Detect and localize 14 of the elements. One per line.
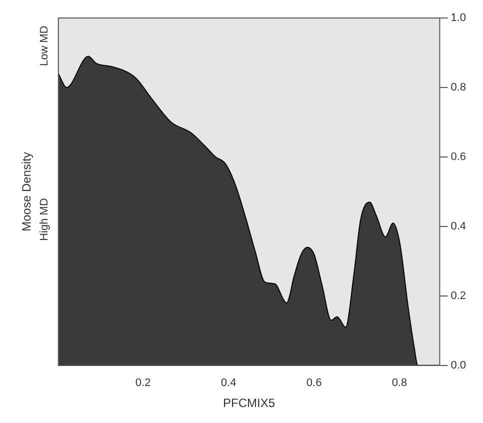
- text: High MD: [38, 198, 50, 241]
- y-tick-label: 0.6: [450, 150, 466, 163]
- y-tick-label: 0.8: [450, 82, 466, 94]
- y-tick-label: 0.2: [450, 290, 466, 302]
- y-axis-title: Moose Density: [20, 152, 34, 232]
- x-tick-label: 0.6: [306, 377, 322, 390]
- x-tick-label: 0.2: [135, 377, 151, 390]
- text: Low MD: [38, 26, 50, 66]
- x-tick-label: 0.8: [392, 377, 408, 390]
- x-tick-label: 0.4: [220, 377, 236, 390]
- y-tick-label: 1.0: [450, 12, 466, 24]
- x-axis-title: PFCMIX5: [223, 396, 276, 410]
- y-tick-label: 0.4: [450, 220, 466, 232]
- y-tick-label: 0.0: [450, 359, 466, 372]
